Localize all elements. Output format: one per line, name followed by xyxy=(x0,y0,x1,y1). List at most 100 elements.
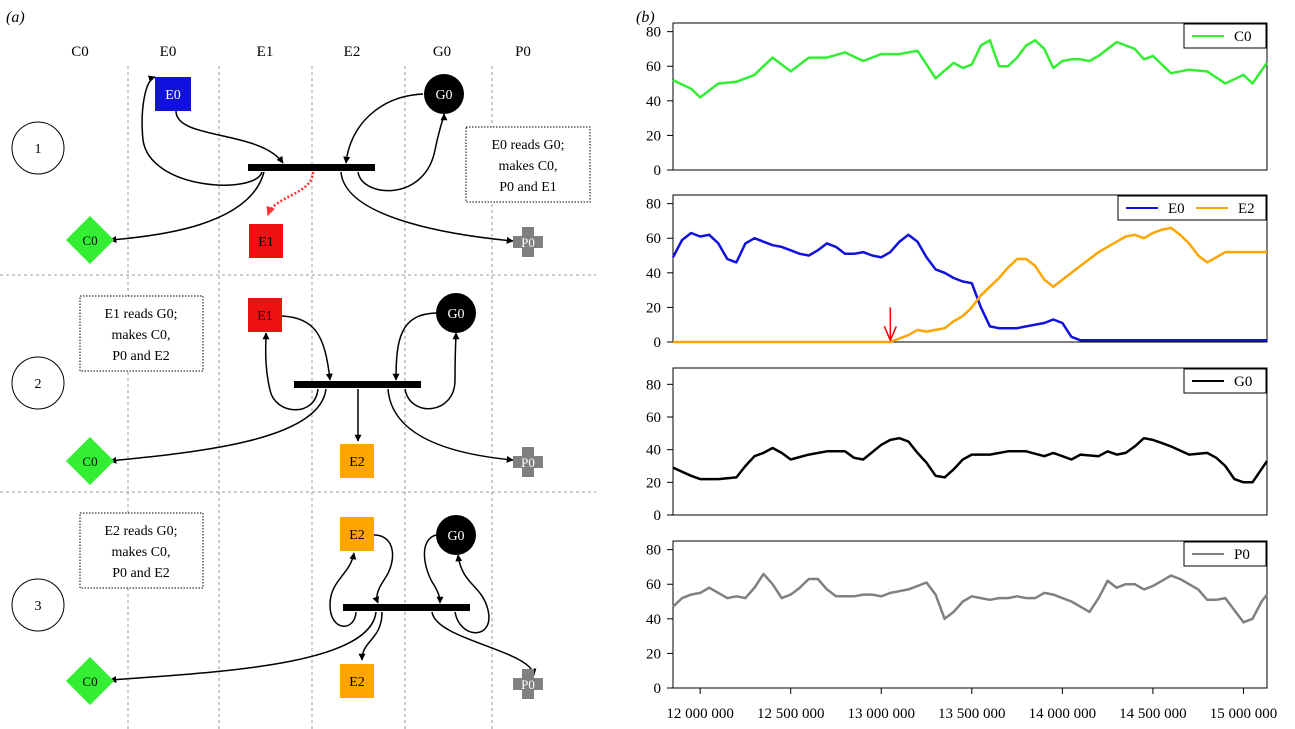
svg-text:E2: E2 xyxy=(349,455,365,470)
svg-text:E0: E0 xyxy=(165,88,181,103)
column-header-c0: C0 xyxy=(71,44,89,60)
legend-label-e0: E0 xyxy=(1168,201,1185,217)
y-tick-label: 80 xyxy=(646,25,661,41)
reaction-bar xyxy=(248,164,375,171)
step-number: 1 xyxy=(35,142,42,157)
svg-text:P0 and E2: P0 and E2 xyxy=(112,566,170,581)
node-e2 xyxy=(340,444,374,478)
step-note-box xyxy=(79,295,204,372)
svg-text:E1: E1 xyxy=(257,309,273,324)
mutation-arrow xyxy=(266,171,315,216)
y-tick-label: 60 xyxy=(646,410,661,426)
y-tick-label: 20 xyxy=(646,646,661,662)
y-tick-label: 40 xyxy=(646,443,661,459)
chart-panel-1: 0 20 40 60 80 C0 xyxy=(646,22,1269,179)
x-tick-label: 13 500 000 xyxy=(938,706,1006,722)
step-number-circle xyxy=(11,578,65,632)
annotation-arrow-head xyxy=(883,325,898,343)
svg-text:G0: G0 xyxy=(435,88,452,103)
svg-text:P0 and E1: P0 and E1 xyxy=(499,180,557,195)
svg-text:E0 reads G0;: E0 reads G0; xyxy=(491,138,564,153)
step-note-box xyxy=(465,126,591,203)
y-tick-label: 40 xyxy=(646,94,661,110)
node-e1 xyxy=(249,224,283,258)
y-tick-label: 80 xyxy=(646,543,661,559)
svg-text:E2 reads G0;: E2 reads G0; xyxy=(104,524,177,539)
reaction-bar xyxy=(343,604,470,611)
series-line-e2 xyxy=(673,226,1267,344)
x-tick-label: 12 000 000 xyxy=(666,706,734,722)
node-e1 xyxy=(248,298,282,332)
node-p0 xyxy=(513,669,543,699)
legend-label-c0: C0 xyxy=(1234,29,1252,45)
legend-box xyxy=(1183,23,1267,49)
y-tick-label: 80 xyxy=(646,377,661,393)
y-tick-label: 20 xyxy=(646,300,661,316)
legend-box xyxy=(1183,368,1267,394)
panel-b-label: (b) xyxy=(636,9,655,26)
x-tick-label: 15 000 000 xyxy=(1210,706,1278,722)
node-e0 xyxy=(155,77,191,111)
column-header-g0: G0 xyxy=(433,44,451,60)
svg-text:C0: C0 xyxy=(82,233,97,248)
svg-text:P0: P0 xyxy=(521,235,535,250)
step-number: 3 xyxy=(35,599,42,614)
step-number: 2 xyxy=(35,377,42,392)
step-2: 2 E1 G0 C0 E2 P0 E1 reads G0; makes C0, … xyxy=(11,293,543,486)
y-tick-label: 40 xyxy=(646,612,661,628)
column-header-e0: E0 xyxy=(160,44,177,60)
series-line-p0 xyxy=(672,572,1268,624)
legend-box xyxy=(1183,541,1267,567)
svg-text:P0: P0 xyxy=(521,677,535,692)
x-tick-label: 14 000 000 xyxy=(1029,706,1097,722)
svg-text:E2: E2 xyxy=(349,675,365,690)
svg-text:makes C0,: makes C0, xyxy=(498,159,557,174)
y-tick-label: 60 xyxy=(646,231,661,247)
chart-panel-3: 0 20 40 60 80 G0 xyxy=(646,367,1269,524)
svg-text:makes C0,: makes C0, xyxy=(111,545,170,560)
y-tick-label: 0 xyxy=(654,335,662,351)
panel-a-label: (a) xyxy=(6,9,25,26)
node-g0 xyxy=(436,293,476,333)
svg-text:P0 and E2: P0 and E2 xyxy=(112,349,170,364)
svg-text:G0: G0 xyxy=(447,529,464,544)
node-e2-reader xyxy=(340,517,374,551)
x-tick-label: 14 500 000 xyxy=(1119,706,1187,722)
svg-text:makes C0,: makes C0, xyxy=(111,328,170,343)
column-header-e2: E2 xyxy=(344,44,361,60)
y-tick-label: 0 xyxy=(654,681,662,697)
legend-box xyxy=(1117,195,1267,221)
column-header-p0: P0 xyxy=(515,44,531,60)
y-tick-label: 20 xyxy=(646,128,661,144)
reaction-bar xyxy=(294,381,421,388)
y-tick-label: 0 xyxy=(654,163,662,179)
plot-frame xyxy=(672,22,1268,171)
reaction-diagram: (a) C0 E0 E1 E2 G0 P0 1 E0 xyxy=(0,9,596,729)
step-1: 1 E0 G0 C0 E1 P0 E0 reads G0; makes C0, … xyxy=(11,74,591,265)
legend-label-g0: G0 xyxy=(1234,374,1252,390)
chart-panel-4: 0 20 40 60 80 12 000 000 12 500 000 13 000 000 1… xyxy=(646,540,1278,722)
legend-label-p0: P0 xyxy=(1234,547,1250,563)
step-number-circle xyxy=(11,356,65,410)
series-line-e0 xyxy=(671,231,1267,342)
svg-text:P0: P0 xyxy=(521,455,535,470)
column-header-e1: E1 xyxy=(257,44,274,60)
svg-text:G0: G0 xyxy=(447,307,464,322)
svg-text:E1 reads G0;: E1 reads G0; xyxy=(104,307,177,322)
node-e2-product xyxy=(340,664,374,698)
node-c0 xyxy=(65,436,115,486)
y-tick-label: 40 xyxy=(646,266,661,282)
y-tick-label: 0 xyxy=(654,508,662,524)
node-p0 xyxy=(513,447,543,477)
series-line-g0 xyxy=(672,436,1269,484)
chart-panel-2: 0 20 40 60 80 E0 E2 xyxy=(646,194,1268,351)
plot-frame xyxy=(672,367,1268,516)
node-c0 xyxy=(65,215,115,265)
svg-text:E2: E2 xyxy=(349,528,365,543)
y-tick-label: 60 xyxy=(646,59,661,75)
svg-text:C0: C0 xyxy=(82,674,97,689)
node-p0 xyxy=(513,227,543,257)
node-g0 xyxy=(436,515,476,555)
y-tick-label: 80 xyxy=(646,197,661,213)
node-g0 xyxy=(424,74,464,114)
